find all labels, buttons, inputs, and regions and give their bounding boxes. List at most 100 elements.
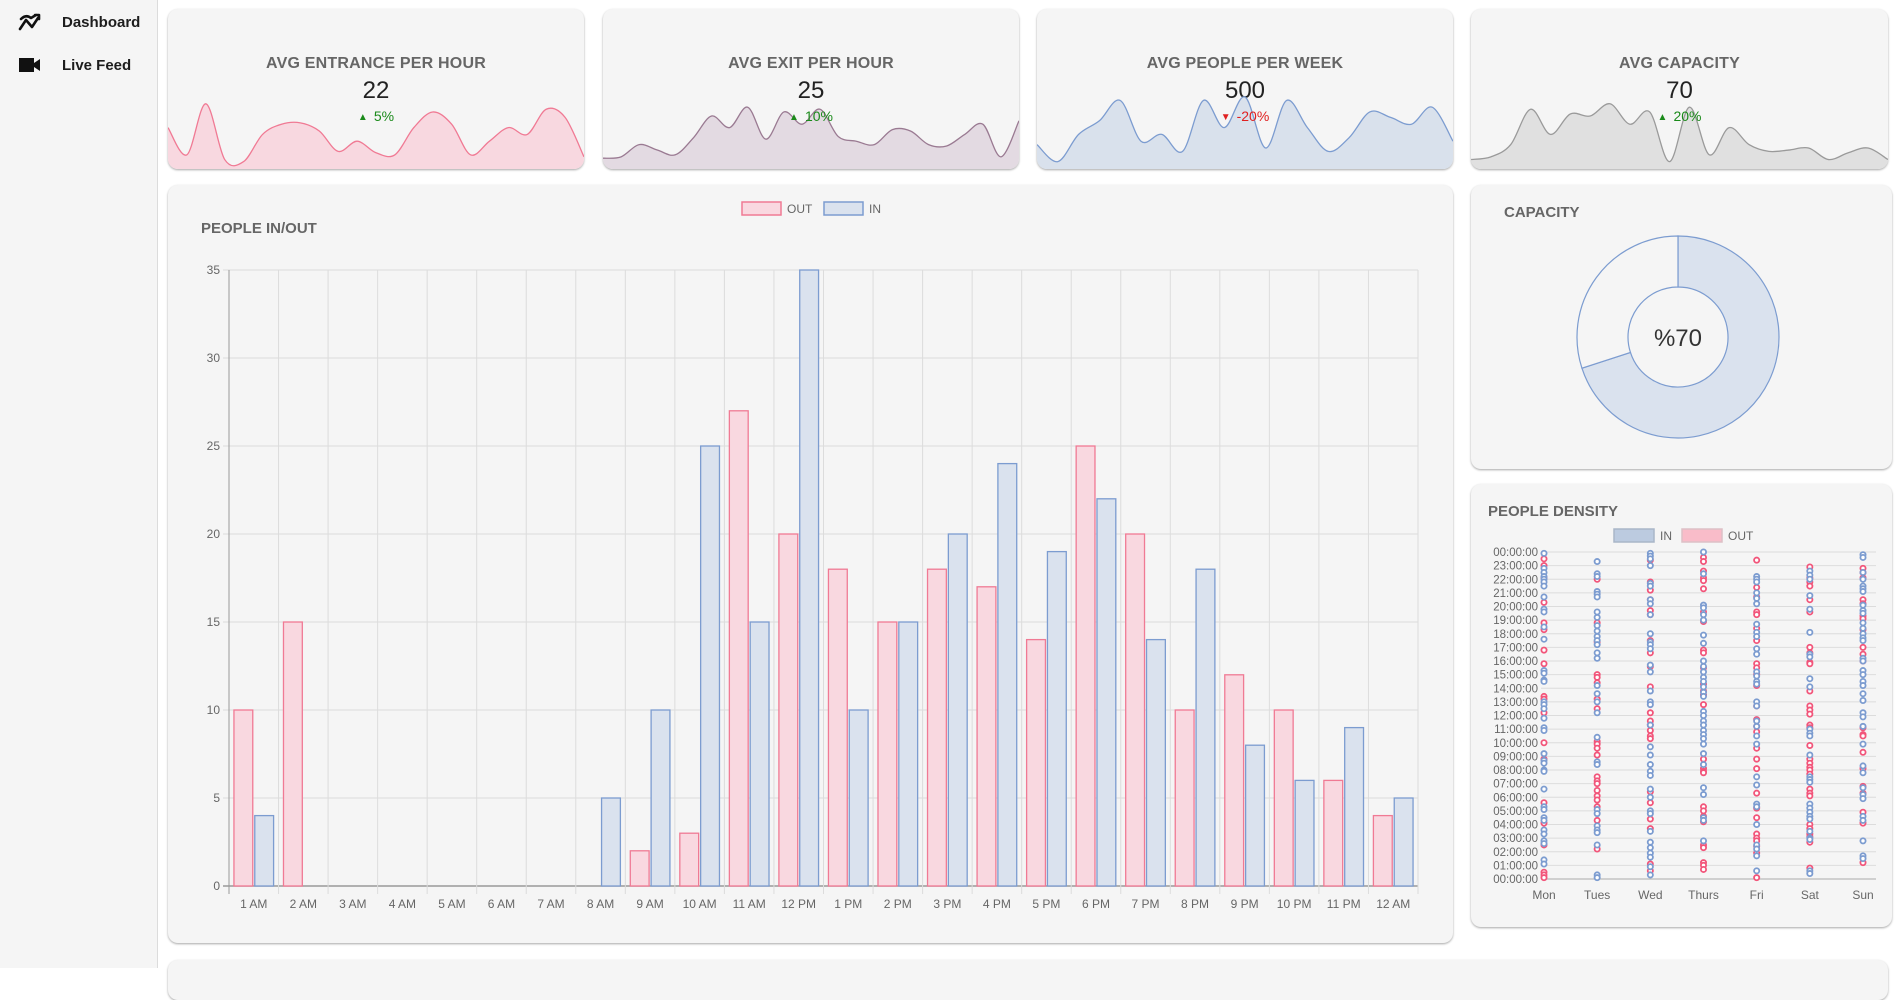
y-tick-label: 03:00:00 xyxy=(1493,833,1538,845)
x-tick-label: 12 PM xyxy=(781,897,816,911)
point-in xyxy=(1646,562,1654,570)
point-in xyxy=(1753,620,1761,628)
bar-chart: OUT IN 0 5 10 15 20 25 30 35 1 AM 2 AM 3 AM 4 AM 5 AM 6… xyxy=(207,201,1419,911)
capacity-card: CAPACITY %70 xyxy=(1471,185,1892,469)
point-out xyxy=(1540,555,1548,563)
point-in xyxy=(1859,837,1867,845)
point-in xyxy=(1540,635,1548,643)
point-in xyxy=(1753,672,1761,680)
x-tick-label: 5 AM xyxy=(438,897,465,911)
point-in xyxy=(1699,837,1707,845)
point-in xyxy=(1646,853,1654,861)
point-out xyxy=(1593,780,1601,788)
x-tick-label: Mon xyxy=(1532,888,1555,902)
sidebar-item-label: Live Feed xyxy=(62,56,132,74)
point-in xyxy=(1806,675,1814,683)
point-in xyxy=(1806,628,1814,636)
y-tick-label: 22:00:00 xyxy=(1493,574,1538,586)
point-in xyxy=(1593,627,1601,635)
point-in xyxy=(1806,835,1814,843)
point-in xyxy=(1593,641,1601,649)
point-in xyxy=(1540,726,1548,734)
point-in xyxy=(1753,600,1761,608)
point-in xyxy=(1699,761,1707,769)
kpi-title: AVG ENTRANCE PER HOUR xyxy=(266,55,486,72)
y-tick-label: 02:00:00 xyxy=(1493,847,1538,859)
point-out xyxy=(1646,726,1654,734)
x-tick-label: 2 AM xyxy=(290,897,317,911)
point-out xyxy=(1806,741,1814,749)
card-title: CAPACITY xyxy=(1504,204,1580,221)
point-in xyxy=(1859,682,1867,690)
bar-in xyxy=(898,621,919,887)
x-tick-label: 8 AM xyxy=(587,897,614,911)
point-in xyxy=(1753,845,1761,853)
point-in xyxy=(1646,582,1654,590)
point-out xyxy=(1646,799,1654,807)
point-in xyxy=(1699,604,1707,612)
point-in xyxy=(1753,732,1761,740)
point-in xyxy=(1859,619,1867,627)
sparkline-area xyxy=(1037,96,1453,169)
point-in xyxy=(1859,637,1867,645)
point-in xyxy=(1699,611,1707,619)
x-tick-label: Sat xyxy=(1801,888,1820,902)
x-tick-label: 4 PM xyxy=(983,897,1011,911)
point-in xyxy=(1593,874,1601,882)
y-tick-label: 16:00:00 xyxy=(1493,656,1538,668)
kpi-title: AVG EXIT PER HOUR xyxy=(728,55,894,72)
point-in xyxy=(1859,769,1867,777)
point-out xyxy=(1753,556,1761,564)
bar-in xyxy=(1344,726,1365,887)
legend-label-in: IN xyxy=(1660,529,1672,543)
x-tick-label: 11 AM xyxy=(733,897,766,911)
trend-up-icon: ▲ xyxy=(789,112,799,123)
point-out xyxy=(1593,744,1601,752)
point-in xyxy=(1806,605,1814,613)
point-in xyxy=(1540,669,1548,677)
legend: IN OUT xyxy=(1613,528,1754,543)
legend: OUT IN xyxy=(741,201,881,216)
sidebar-item-label: Dashboard xyxy=(62,13,141,31)
point-in xyxy=(1699,668,1707,676)
point-in xyxy=(1859,697,1867,705)
x-tick-label: 7 AM xyxy=(537,897,564,911)
sidebar-item-dashboard[interactable]: Dashboard xyxy=(18,10,140,34)
point-in xyxy=(1646,827,1654,835)
bar-out xyxy=(1125,533,1146,887)
bar-in xyxy=(1195,568,1216,887)
point-in xyxy=(1699,735,1707,743)
bar-out xyxy=(679,832,700,887)
point-in xyxy=(1699,616,1707,624)
point-out xyxy=(1699,755,1707,763)
point-in xyxy=(1859,671,1867,679)
y-tick-label: 23:00:00 xyxy=(1493,561,1538,573)
kpi-title: AVG PEOPLE PER WEEK xyxy=(1146,55,1344,72)
point-in xyxy=(1806,592,1814,600)
x-tick-label: 3 PM xyxy=(933,897,961,911)
point-out xyxy=(1806,643,1814,651)
point-in xyxy=(1540,806,1548,814)
x-tick-label: 3 AM xyxy=(339,897,366,911)
y-tick-label: 14:00:00 xyxy=(1493,683,1538,695)
trend-chart-icon xyxy=(18,12,42,32)
point-in xyxy=(1699,711,1707,719)
y-tick-label: 01:00:00 xyxy=(1493,860,1538,872)
bar-in xyxy=(1244,744,1266,887)
point-in xyxy=(1806,827,1814,835)
point-in xyxy=(1646,630,1654,638)
point-in xyxy=(1593,810,1601,818)
point-in xyxy=(1753,740,1761,748)
point-in xyxy=(1646,721,1654,729)
point-in xyxy=(1859,575,1867,583)
bar-out xyxy=(1273,709,1294,887)
kpi-card-capacity: AVG CAPACITY 70 ▲ 20% xyxy=(1471,9,1888,169)
point-in xyxy=(1593,733,1601,741)
point-out xyxy=(1646,735,1654,743)
x-tick-label: 11 PM xyxy=(1327,897,1361,911)
point-in xyxy=(1540,830,1548,838)
point-in xyxy=(1593,709,1601,717)
sidebar-item-live-feed[interactable]: Live Feed xyxy=(18,53,131,77)
point-out xyxy=(1753,583,1761,591)
point-out xyxy=(1699,577,1707,585)
